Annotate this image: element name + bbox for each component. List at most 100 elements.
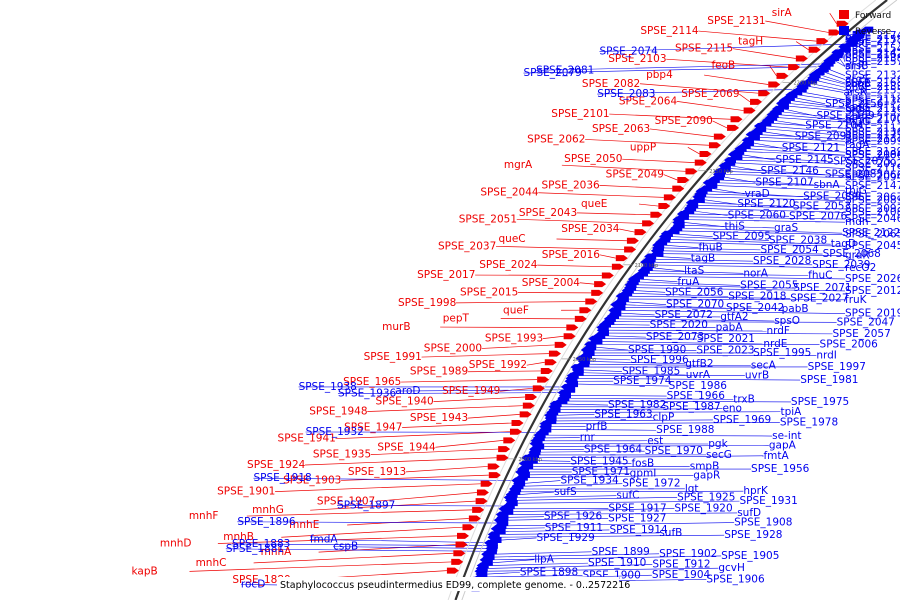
reverse-callout-line: [777, 117, 846, 123]
reverse-gene-label: SPSE_1917: [608, 503, 666, 515]
forward-gene-label: SPSE_2082: [582, 78, 640, 90]
reverse-gene-label: SPSE_2169: [816, 110, 874, 122]
forward-gene-label: feoB: [711, 59, 735, 71]
reverse-callout-line: [643, 276, 846, 280]
forward-gene-label: SPSE_2114: [640, 25, 699, 37]
reverse-callout-line: [684, 219, 846, 223]
reverse-gene-label: SPSE_2117: [845, 122, 900, 134]
forward-gene-label: SPSE_2024: [479, 259, 538, 271]
reverse-callout-line: [790, 100, 846, 109]
reverse-gene-label: graR: [845, 250, 870, 262]
forward-callout-line: [401, 379, 538, 383]
reverse-gene-label: nrdI: [816, 350, 837, 362]
reverse-gene-label: SPSE_2023: [696, 345, 754, 357]
caption-background: [277, 577, 619, 591]
forward-gene-arrow: [496, 454, 509, 461]
reverse-gene-label: fmdA: [310, 533, 339, 545]
reverse-gene-label: SPSE_2038: [769, 234, 827, 246]
reverse-gene-label: prfB: [586, 420, 608, 432]
reverse-gene-label: SPSE_2100: [845, 113, 900, 125]
forward-gene-arrow: [544, 359, 557, 366]
forward-callout-line: [275, 483, 481, 492]
reverse-gene-label: secG: [706, 449, 732, 461]
reverse-gene-label: tagG: [845, 102, 870, 114]
reverse-callout-line: [487, 572, 520, 575]
forward-callout-line: [599, 185, 673, 190]
reverse-callout-line: [696, 207, 846, 213]
reverse-gene-label: arsB: [845, 60, 868, 72]
reverse-callout-line: [523, 483, 623, 487]
reverse-callout-line: [704, 199, 738, 205]
reverse-gene-label: SPSE_2122: [842, 227, 900, 239]
forward-gene-arrow: [634, 229, 647, 236]
forward-gene-arrow: [446, 567, 459, 574]
forward-gene-label: pepT: [443, 312, 470, 324]
forward-gene-label: mnhC: [196, 557, 227, 569]
forward-callout-line: [318, 544, 456, 553]
forward-gene-label: tagH: [738, 36, 763, 48]
forward-gene-arrow: [525, 394, 538, 400]
forward-callout-line: [698, 30, 817, 42]
forward-gene-arrow: [836, 20, 849, 27]
reverse-gene-label: SPSE_1990: [628, 344, 686, 356]
reverse-gene-label: SPSE_2158: [845, 34, 900, 46]
forward-callout-line: [402, 422, 512, 428]
reverse-callout-line: [626, 301, 667, 305]
reverse-callout-line: [614, 321, 837, 323]
reverse-gene-label: SPSE_1956: [751, 463, 810, 475]
reverse-callout-line: [663, 247, 761, 251]
reverse-callout-line: [544, 445, 769, 447]
reverse-gene-label: SPSE_1883: [232, 538, 290, 550]
reverse-gene-label: SPSE_1972: [622, 478, 680, 490]
reverse-callout-line: [610, 324, 650, 326]
forward-gene-label: mnhA: [261, 546, 293, 558]
reverse-gene-label: SPSE_2020: [650, 319, 708, 331]
forward-callout-line: [281, 526, 463, 538]
reverse-gene-label: SPSE_1971: [572, 466, 630, 478]
forward-gene-arrow: [488, 472, 501, 479]
reverse-callout-line: [615, 318, 775, 322]
scale-tick-label: 2150 kbp: [709, 169, 733, 175]
reverse-gene-label: SPSE_2146: [761, 165, 820, 177]
reverse-callout-line: [638, 281, 741, 286]
reverse-callout-line: [486, 567, 719, 572]
reverse-callout-line: [505, 517, 609, 521]
forward-gene-label: SPSE_2036: [541, 179, 600, 191]
forward-gene-arrow: [554, 341, 567, 348]
reverse-gene-label: SPSE_2045: [845, 240, 900, 252]
forward-gene-arrow: [699, 150, 712, 157]
forward-callout-line: [455, 301, 586, 304]
forward-gene-label: SPSE_1948: [309, 406, 367, 418]
reverse-gene-label: SPSE_2012: [845, 285, 900, 297]
reverse-gene-label: gtfB2: [685, 358, 713, 370]
reverse-gene-label: eno: [722, 403, 742, 415]
forward-gene-label: SPSE_2051: [459, 213, 517, 225]
reverse-callout-line: [599, 43, 858, 52]
reverse-gene-label: SPSE_2070: [666, 299, 724, 311]
reverse-callout-line: [556, 414, 595, 416]
reverse-callout-line: [652, 261, 813, 266]
reverse-gene-label: SPSE_2065: [845, 229, 900, 241]
reverse-gene-label: vraD: [745, 188, 770, 200]
reverse-gene-label: tagD: [831, 238, 856, 250]
forward-gene-arrow: [511, 420, 524, 427]
reverse-callout-line: [757, 134, 846, 140]
forward-callout-line: [712, 120, 728, 129]
forward-gene-label: SPSE_1903: [283, 474, 341, 486]
reverse-callout-line: [820, 74, 846, 84]
reverse-callout-line: [533, 455, 764, 459]
reverse-callout-line: [679, 230, 846, 236]
reverse-gene-label: fhuG: [845, 116, 870, 128]
reverse-gene-label: SPSE_2145: [775, 154, 833, 166]
forward-callout-line: [638, 203, 659, 207]
reverse-gene-label: SPSE_1908: [734, 517, 792, 529]
forward-callout-line: [481, 344, 555, 349]
gene-labels: sirA SPSE_2131 SPSE_2114 tagH SPSE_2115 SPSE_…: [132, 7, 900, 590]
forward-gene-label: SPSE_2131: [707, 15, 765, 27]
reverse-gene-label: SPSE_2137: [845, 133, 900, 145]
reverse-gene-label: SPSE_2039: [812, 259, 870, 271]
reverse-gene-label: sufB: [659, 527, 682, 539]
reverse-callout-line: [561, 403, 609, 406]
reverse-callout-line: [842, 55, 846, 62]
reverse-callout-line: [508, 516, 544, 518]
